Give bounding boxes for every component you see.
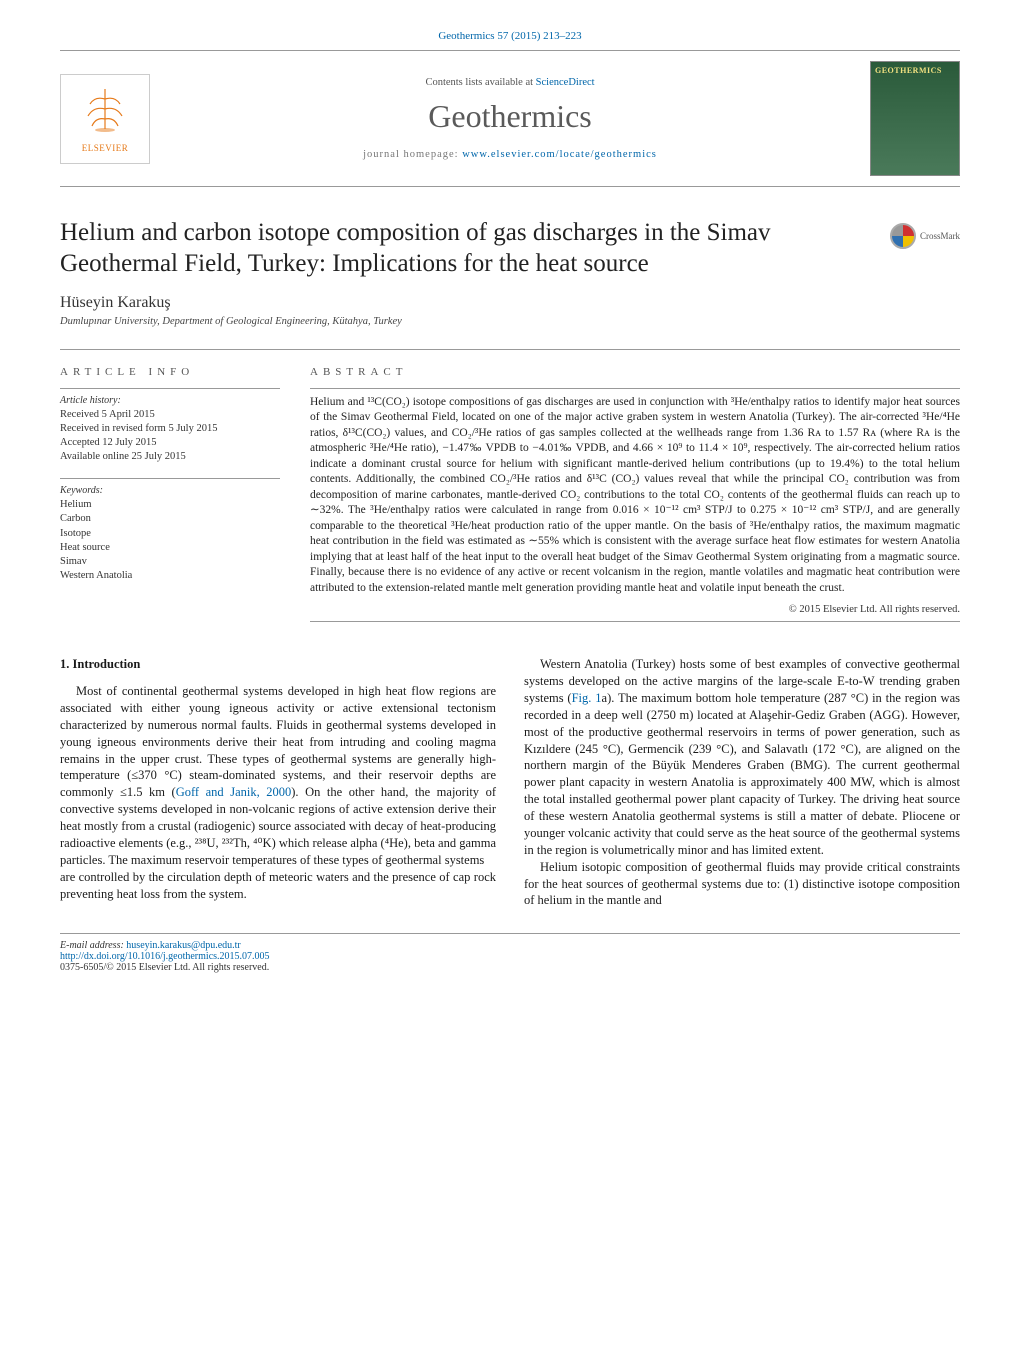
- history-received: Received 5 April 2015: [60, 408, 280, 422]
- para-text: a). The maximum bottom hole temperature …: [524, 691, 960, 857]
- journal-cover-thumbnail: GEOTHERMICS: [870, 61, 960, 176]
- keyword: Isotope: [60, 527, 280, 541]
- journal-masthead: ELSEVIER Contents lists available at Sci…: [60, 50, 960, 187]
- cover-title: GEOTHERMICS: [875, 66, 955, 75]
- crossmark-label: CrossMark: [920, 231, 960, 241]
- elsevier-label: ELSEVIER: [82, 143, 129, 153]
- author-affiliation: Dumlupınar University, Department of Geo…: [60, 316, 960, 327]
- para-text: Most of continental geothermal systems d…: [60, 684, 496, 799]
- para-text: Helium isotopic composition of geotherma…: [524, 860, 960, 908]
- keyword: Heat source: [60, 541, 280, 555]
- history-revised: Received in revised form 5 July 2015: [60, 422, 280, 436]
- sciencedirect-link[interactable]: ScienceDirect: [536, 77, 595, 88]
- contents-available-line: Contents lists available at ScienceDirec…: [150, 77, 870, 88]
- homepage-prefix: journal homepage:: [363, 149, 462, 160]
- elsevier-logo: ELSEVIER: [60, 74, 150, 164]
- keyword: Carbon: [60, 512, 280, 526]
- body-paragraph: are controlled by the circulation depth …: [60, 869, 496, 903]
- divider: [310, 388, 960, 389]
- journal-homepage-link[interactable]: www.elsevier.com/locate/geothermics: [462, 149, 657, 160]
- divider: [60, 388, 280, 389]
- elsevier-tree-icon: [80, 84, 130, 143]
- keyword: Helium: [60, 498, 280, 512]
- article-body: 1. Introduction Most of continental geot…: [60, 656, 960, 909]
- doi-line: http://dx.doi.org/10.1016/j.geothermics.…: [60, 951, 960, 962]
- abstract-column: ABSTRACT Helium and ¹³C(CO₂) isotope com…: [310, 366, 960, 629]
- history-online: Available online 25 July 2015: [60, 450, 280, 464]
- article-header: CrossMark Helium and carbon isotope comp…: [60, 217, 960, 327]
- masthead-center: Contents lists available at ScienceDirec…: [150, 77, 870, 160]
- contents-prefix: Contents lists available at: [425, 77, 535, 88]
- page-footer: E-mail address: huseyin.karakus@dpu.edu.…: [60, 933, 960, 973]
- citation-link[interactable]: Goff and Janik, 2000: [176, 785, 292, 799]
- author-email-link[interactable]: huseyin.karakus@dpu.edu.tr: [126, 940, 240, 951]
- figure-link[interactable]: Fig. 1: [572, 691, 602, 705]
- keyword: Simav: [60, 555, 280, 569]
- abstract-text: Helium and ¹³C(CO₂) isotope compositions…: [310, 395, 960, 597]
- article-meta-row: ARTICLE INFO Article history: Received 5…: [60, 349, 960, 629]
- corresponding-email-line: E-mail address: huseyin.karakus@dpu.edu.…: [60, 940, 960, 951]
- journal-title: Geothermics: [150, 98, 870, 135]
- para-text: are controlled by the circulation depth …: [60, 870, 496, 901]
- keyword: Western Anatolia: [60, 569, 280, 583]
- article-info-column: ARTICLE INFO Article history: Received 5…: [60, 366, 280, 629]
- abstract-heading: ABSTRACT: [310, 366, 960, 378]
- abstract-copyright: © 2015 Elsevier Ltd. All rights reserved…: [310, 604, 960, 615]
- divider: [60, 478, 280, 479]
- divider: [310, 621, 960, 622]
- body-paragraph: Helium isotopic composition of geotherma…: [524, 859, 960, 910]
- body-paragraph: Most of continental geothermal systems d…: [60, 683, 496, 869]
- article-info-heading: ARTICLE INFO: [60, 366, 280, 378]
- history-label: Article history:: [60, 395, 280, 406]
- email-label: E-mail address:: [60, 940, 126, 951]
- issue-reference: Geothermics 57 (2015) 213–223: [60, 30, 960, 42]
- keywords-block: Keywords: Helium Carbon Isotope Heat sou…: [60, 478, 280, 583]
- history-accepted: Accepted 12 July 2015: [60, 436, 280, 450]
- crossmark-icon: [890, 223, 916, 249]
- article-title: Helium and carbon isotope composition of…: [60, 217, 960, 280]
- issn-copyright-line: 0375-6505/© 2015 Elsevier Ltd. All right…: [60, 962, 960, 973]
- doi-link[interactable]: http://dx.doi.org/10.1016/j.geothermics.…: [60, 951, 270, 962]
- journal-homepage-line: journal homepage: www.elsevier.com/locat…: [150, 149, 870, 160]
- crossmark-badge[interactable]: CrossMark: [890, 223, 960, 249]
- body-paragraph: Western Anatolia (Turkey) hosts some of …: [524, 656, 960, 859]
- section-heading: 1. Introduction: [60, 656, 496, 673]
- keywords-label: Keywords:: [60, 485, 280, 496]
- page: Geothermics 57 (2015) 213–223 ELSEVIER C…: [0, 0, 1020, 1013]
- author-name: Hüseyin Karakuş: [60, 294, 960, 312]
